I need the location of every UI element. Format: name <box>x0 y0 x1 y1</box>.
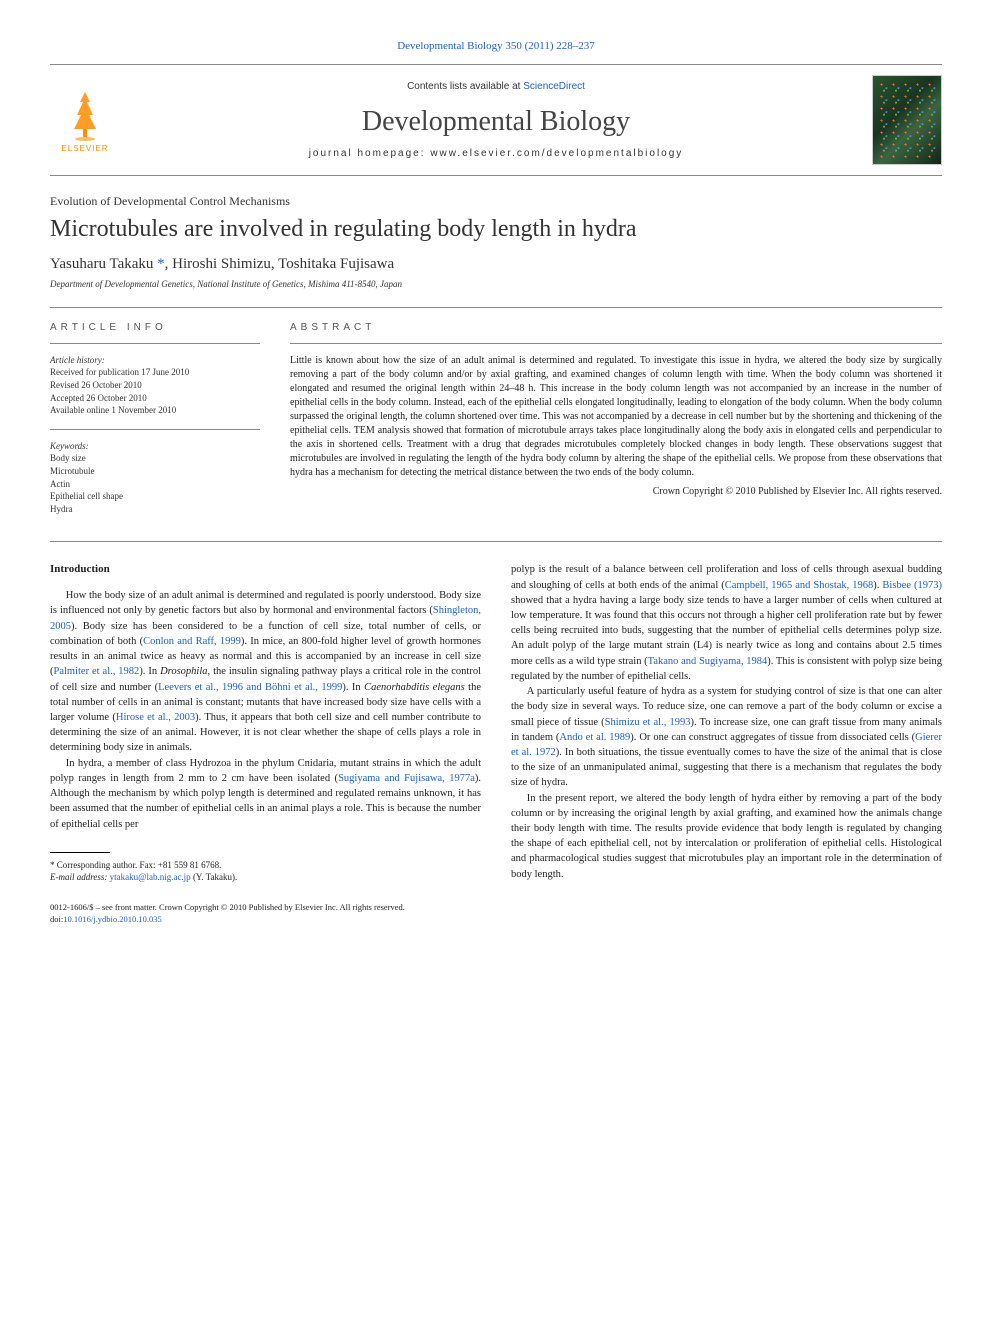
history-line: Received for publication 17 June 2010 <box>50 366 260 379</box>
citation-ref[interactable]: Sugiyama and Fujisawa, 1977a <box>338 773 475 784</box>
citation-ref[interactable]: Shimizu et al., 1993 <box>605 717 691 728</box>
citation-ref[interactable]: Ando et al. 1989 <box>559 732 630 743</box>
doi-line: doi:10.1016/j.ydbio.2010.10.035 <box>50 914 942 926</box>
journal-cover-thumbnail[interactable] <box>872 75 942 165</box>
citation-ref[interactable]: Conlon and Raff, 1999 <box>143 636 241 647</box>
citation-ref[interactable]: Bisbee (1973) <box>882 580 942 591</box>
citation-text: 350 (2011) 228–237 <box>505 40 594 52</box>
rule-info <box>50 343 260 344</box>
abstract-column: ABSTRACT Little is known about how the s… <box>290 322 942 528</box>
bottom-meta: 0012-1606/$ – see front matter. Crown Co… <box>50 902 942 926</box>
footnote-email-line: E-mail address: ytakaku@lab.nig.ac.jp (Y… <box>50 871 481 884</box>
keywords-label: Keywords: <box>50 440 260 453</box>
citation-ref[interactable]: Campbell, 1965 and Shostak, 1968 <box>725 580 874 591</box>
abstract-copyright: Crown Copyright © 2010 Published by Else… <box>290 486 942 497</box>
body-paragraph: In hydra, a member of class Hydrozoa in … <box>50 756 481 832</box>
history-line: Accepted 26 October 2010 <box>50 392 260 405</box>
keyword: Microtubule <box>50 465 260 478</box>
article-section-label: Evolution of Developmental Control Mecha… <box>50 194 942 209</box>
sciencedirect-link[interactable]: ScienceDirect <box>523 81 585 92</box>
article-history: Article history: Received for publicatio… <box>50 354 260 417</box>
doi-link[interactable]: 10.1016/j.ydbio.2010.10.035 <box>63 914 161 924</box>
email-label: E-mail address: <box>50 872 110 882</box>
homepage-url: www.elsevier.com/developmentalbiology <box>430 148 683 159</box>
abstract-text: Little is known about how the size of an… <box>290 354 942 480</box>
journal-name: Developmental Biology <box>120 106 872 138</box>
body-paragraph: In the present report, we altered the bo… <box>511 791 942 882</box>
history-line: Available online 1 November 2010 <box>50 404 260 417</box>
footnote-corr: * Corresponding author. Fax: +81 559 81 … <box>50 859 481 872</box>
keyword: Epithelial cell shape <box>50 490 260 503</box>
keyword: Actin <box>50 478 260 491</box>
doi-label: doi: <box>50 914 63 924</box>
homepage-prefix: journal homepage: <box>309 148 431 159</box>
front-matter-line: 0012-1606/$ – see front matter. Crown Co… <box>50 902 942 914</box>
rule-bottom <box>50 541 942 542</box>
meta-abstract-row: ARTICLE INFO Article history: Received f… <box>50 308 942 542</box>
introduction-heading: Introduction <box>50 562 481 578</box>
footnote-separator <box>50 852 110 853</box>
keyword: Body size <box>50 452 260 465</box>
journal-header-band: ELSEVIER Contents lists available at Sci… <box>50 64 942 176</box>
citation-journal: Developmental Biology <box>397 40 502 52</box>
author-1: Yasuharu Takaku <box>50 256 157 272</box>
publisher-name: ELSEVIER <box>61 144 108 153</box>
body-paragraph: polyp is the result of a balance between… <box>511 562 942 684</box>
column-left: Introduction How the body size of an adu… <box>50 562 481 884</box>
contents-line: Contents lists available at ScienceDirec… <box>120 81 872 92</box>
article-info-column: ARTICLE INFO Article history: Received f… <box>50 322 260 528</box>
article-info-head: ARTICLE INFO <box>50 322 260 333</box>
column-right: polyp is the result of a balance between… <box>511 562 942 884</box>
body-paragraph: A particularly useful feature of hydra a… <box>511 684 942 791</box>
abstract-head: ABSTRACT <box>290 322 942 333</box>
publisher-logo[interactable]: ELSEVIER <box>50 80 120 160</box>
email-link[interactable]: ytakaku@lab.nig.ac.jp <box>110 872 191 882</box>
authors-rest: , Hiroshi Shimizu, Toshitaka Fujisawa <box>165 256 395 272</box>
journal-homepage: journal homepage: www.elsevier.com/devel… <box>120 148 872 159</box>
rule-abstract <box>290 343 942 344</box>
citation-ref[interactable]: Shingleton, 2005 <box>50 605 481 631</box>
citation-header: Developmental Biology 350 (2011) 228–237 <box>50 40 942 52</box>
citation-ref[interactable]: Takano and Sugiyama, 1984 <box>648 656 768 667</box>
history-line: Revised 26 October 2010 <box>50 379 260 392</box>
authors-line: Yasuharu Takaku *, Hiroshi Shimizu, Tosh… <box>50 256 942 273</box>
citation-ref[interactable]: Hirose et al., 2003 <box>116 712 195 723</box>
rule-keywords <box>50 429 260 430</box>
body-columns: Introduction How the body size of an adu… <box>50 562 942 884</box>
header-center: Contents lists available at ScienceDirec… <box>120 81 872 159</box>
citation-ref[interactable]: Leevers et al., 1996 and Böhni et al., 1… <box>158 682 342 693</box>
keyword: Hydra <box>50 503 260 516</box>
corresponding-mark[interactable]: * <box>157 256 165 272</box>
citation-link[interactable]: Developmental Biology 350 (2011) 228–237 <box>397 40 595 52</box>
body-paragraph: How the body size of an adult animal is … <box>50 588 481 755</box>
citation-ref[interactable]: Palmiter et al., 1982 <box>54 666 140 677</box>
corresponding-footnote: * Corresponding author. Fax: +81 559 81 … <box>50 859 481 884</box>
history-label: Article history: <box>50 354 260 367</box>
article-title: Microtubules are involved in regulating … <box>50 215 942 244</box>
affiliation: Department of Developmental Genetics, Na… <box>50 279 942 289</box>
contents-prefix: Contents lists available at <box>407 81 523 92</box>
keywords-block: Keywords: Body size Microtubule Actin Ep… <box>50 440 260 516</box>
elsevier-tree-icon <box>60 87 110 142</box>
email-name: (Y. Takaku). <box>191 872 238 882</box>
